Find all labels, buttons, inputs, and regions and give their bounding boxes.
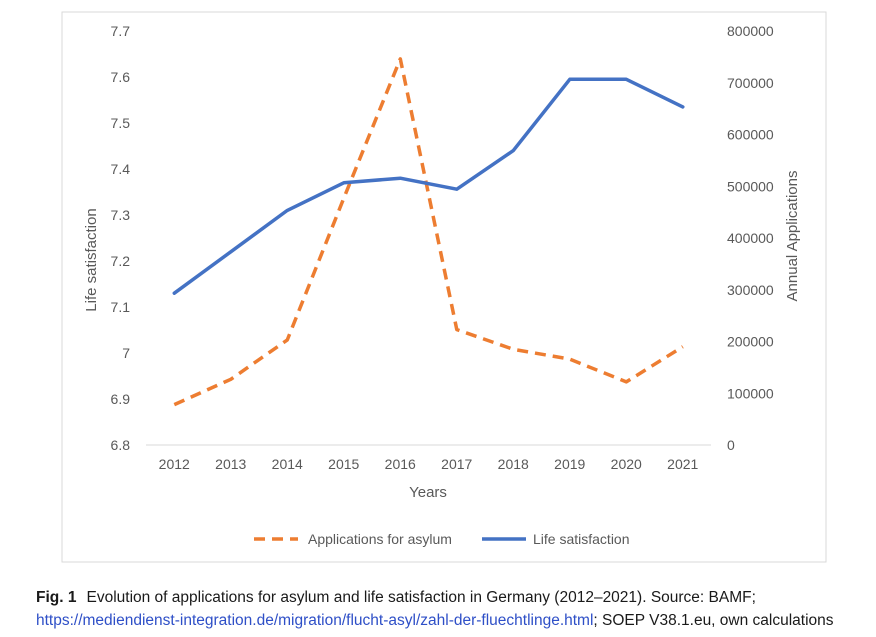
- y-right-tick-label: 300000: [727, 282, 774, 298]
- y-left-tick-label: 7.3: [111, 207, 131, 223]
- legend-label: Life satisfaction: [533, 531, 630, 547]
- source-link[interactable]: https://mediendienst-integration.de/migr…: [36, 612, 594, 629]
- x-tick-label: 2017: [441, 456, 472, 472]
- y-axis-right-label: Annual Applications: [784, 171, 801, 302]
- x-tick-label: 2015: [328, 456, 359, 472]
- caption-suffix: ; SOEP V38.1.eu, own calculations: [593, 612, 834, 629]
- y-left-tick-label: 7.2: [111, 253, 131, 269]
- y-left-tick-label: 6.8: [111, 437, 131, 453]
- y-right-tick-label: 0: [727, 437, 735, 453]
- figure-label: Fig. 1: [36, 589, 77, 606]
- y-left-tick-label: 7.6: [111, 69, 131, 85]
- y-left-tick-label: 6.9: [111, 391, 131, 407]
- y-right-tick-label: 700000: [727, 75, 774, 91]
- y-right-tick-label: 100000: [727, 385, 774, 401]
- x-tick-label: 2013: [215, 456, 246, 472]
- x-tick-label: 2019: [554, 456, 585, 472]
- x-tick-label: 2016: [385, 456, 416, 472]
- x-tick-label: 2014: [272, 456, 303, 472]
- chart-border: [61, 11, 827, 563]
- tick-layer: 6.8 6.9 7 7.1 7.2 7.3 7.4 7.5 7.6 7.7 0 100000 20000…: [111, 23, 774, 472]
- series-layer: [172, 57, 685, 407]
- x-tick-label: 2020: [611, 456, 642, 472]
- caption-text: Evolution of applications for asylum and…: [86, 589, 756, 606]
- life-satisfaction-line: [172, 77, 685, 295]
- figure-caption: Fig. 1 Evolution of applications for asyl…: [36, 586, 858, 632]
- y-left-tick-label: 7.4: [111, 161, 131, 177]
- x-tick-label: 2012: [159, 456, 190, 472]
- asylum-applications-line: [173, 57, 684, 407]
- y-right-tick-label: 600000: [727, 127, 774, 143]
- y-left-tick-label: 7: [122, 345, 130, 361]
- y-left-tick-label: 7.1: [111, 299, 131, 315]
- legend: Applications for asylum Life satisfaction: [254, 531, 630, 547]
- y-axis-left-label: Life satisfaction: [83, 208, 100, 311]
- y-right-tick-label: 500000: [727, 178, 774, 194]
- chart-figure: 6.8 6.9 7 7.1 7.2 7.3 7.4 7.5 7.6 7.7 0 100000 20000…: [61, 11, 827, 563]
- y-left-tick-label: 7.7: [111, 23, 131, 39]
- x-tick-label: 2021: [667, 456, 698, 472]
- legend-label: Applications for asylum: [308, 531, 452, 547]
- y-right-tick-label: 800000: [727, 23, 774, 39]
- x-axis-label: Years: [409, 484, 447, 501]
- y-right-tick-label: 200000: [727, 334, 774, 350]
- y-left-tick-label: 7.5: [111, 115, 131, 131]
- x-tick-label: 2018: [498, 456, 529, 472]
- y-right-tick-label: 400000: [727, 230, 774, 246]
